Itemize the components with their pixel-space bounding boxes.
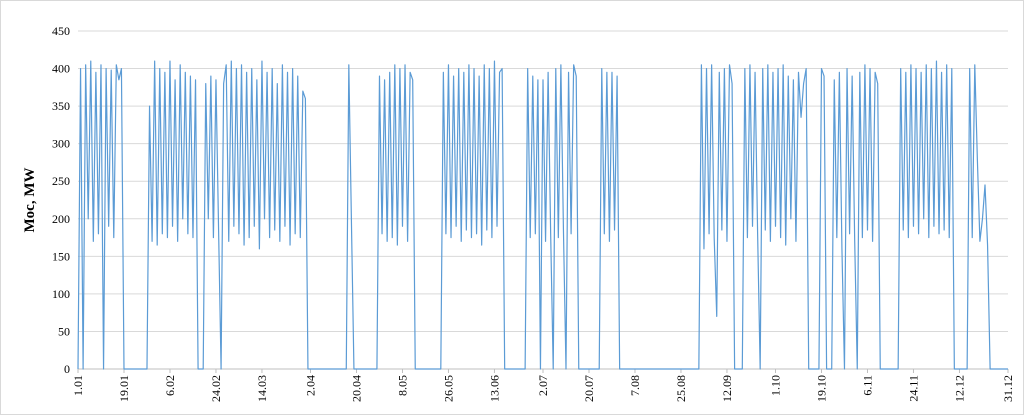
y-tick-label: 400 [52,62,70,76]
y-tick-label: 200 [52,212,70,226]
x-tick-label: 2.04 [304,375,318,396]
y-tick-label: 300 [52,137,70,151]
x-tick-label: 12.12 [952,375,966,402]
y-tick-label: 350 [52,99,70,113]
x-tick-label: 19.10 [814,375,828,402]
x-tick-label: 20.07 [582,375,596,402]
y-tick-label: 150 [52,249,70,263]
y-tick-label: 50 [58,324,70,338]
x-tick-label: 6.02 [163,375,177,396]
x-tick-label: 7.08 [628,375,642,396]
x-tick-label: 25.08 [674,375,688,402]
x-tick-label: 2.07 [536,375,550,396]
y-tick-label: 250 [52,174,70,188]
x-tick-label: 6.11 [860,375,874,396]
x-tick-label: 24.11 [906,375,920,402]
x-tick-label: 14.03 [255,375,269,402]
x-tick-label: 12.09 [720,375,734,402]
x-tick-label: 1.10 [769,375,783,396]
x-tick-label: 13.06 [487,375,501,402]
x-tick-label: 20.04 [349,375,363,402]
y-tick-label: 0 [64,362,70,376]
data-line [77,60,1008,370]
x-tick-label: 31.12 [1001,375,1015,402]
x-tick-label: 1.01 [71,375,85,396]
y-tick-label: 450 [52,24,70,38]
y-tick-label: 100 [52,287,70,301]
x-tick-label: 24.02 [209,375,223,402]
x-tick-label: 8.05 [395,375,409,396]
y-axis-label: Moc, MW [22,168,38,233]
x-tick-label: 26.05 [441,375,455,402]
x-tick-label: 19.01 [117,375,131,402]
